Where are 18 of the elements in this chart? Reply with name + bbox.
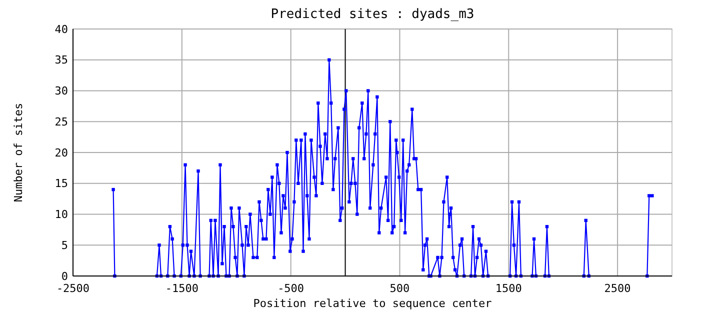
y-tick-label: 10 [54,208,68,222]
x-tick-label: 500 [390,282,410,295]
y-tick-label: 25 [54,115,68,128]
y-tick-label: 35 [54,54,68,67]
y-tick-label: 20 [54,146,68,160]
y-tick-label: 0 [61,270,68,283]
y-tick-label: 5 [61,238,68,252]
y-tick-label: 40 [54,22,68,36]
x-tick-label: 2500 [604,282,631,295]
x-tick-label: -2500 [56,282,90,295]
y-axis-title: Number of sites [12,102,25,202]
x-tick-label: -1500 [165,282,198,295]
chart-title: Predicted sites : dyads_m3 [270,7,474,22]
x-tick-label: 1500 [495,282,522,295]
y-tick-label: 15 [54,177,68,190]
y-tick-label: 30 [54,84,68,98]
x-axis-title: Position relative to sequence center [253,297,492,310]
x-tick-label: -500 [278,282,304,295]
